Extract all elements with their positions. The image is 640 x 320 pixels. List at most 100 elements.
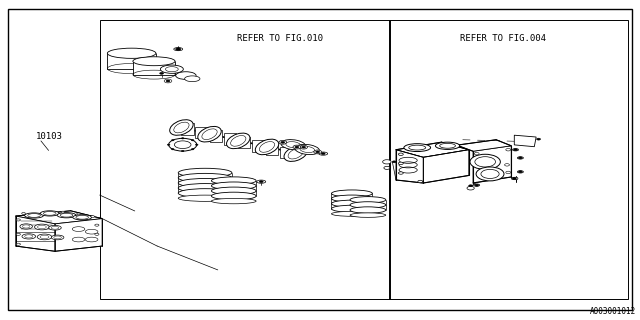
Circle shape (301, 146, 305, 148)
Ellipse shape (57, 212, 76, 218)
Circle shape (181, 150, 184, 152)
Polygon shape (223, 133, 236, 145)
Circle shape (16, 243, 20, 245)
Circle shape (95, 233, 99, 235)
Ellipse shape (435, 142, 460, 149)
Ellipse shape (37, 234, 52, 240)
Circle shape (513, 149, 517, 151)
Circle shape (314, 150, 321, 154)
Circle shape (537, 138, 541, 140)
Circle shape (300, 145, 307, 149)
Circle shape (195, 144, 198, 145)
Ellipse shape (108, 48, 156, 58)
Ellipse shape (73, 215, 92, 220)
Ellipse shape (211, 198, 256, 204)
Bar (389, 20, 628, 299)
Polygon shape (237, 137, 250, 148)
Circle shape (506, 171, 511, 174)
Ellipse shape (211, 182, 256, 190)
Circle shape (293, 145, 301, 149)
Circle shape (16, 233, 20, 235)
Ellipse shape (284, 146, 307, 161)
Polygon shape (423, 150, 468, 183)
Polygon shape (55, 219, 102, 251)
Circle shape (475, 184, 479, 186)
Circle shape (191, 148, 194, 150)
Circle shape (166, 80, 170, 82)
Ellipse shape (24, 213, 44, 218)
Text: REFER TO FIG.004: REFER TO FIG.004 (461, 34, 547, 43)
Circle shape (295, 146, 299, 148)
Ellipse shape (169, 138, 196, 151)
Polygon shape (473, 146, 511, 183)
Ellipse shape (133, 57, 175, 66)
Polygon shape (252, 140, 264, 152)
Circle shape (191, 140, 194, 141)
Circle shape (474, 152, 479, 155)
Ellipse shape (227, 133, 250, 149)
Circle shape (61, 211, 65, 213)
Ellipse shape (332, 190, 372, 197)
Circle shape (392, 161, 396, 163)
Ellipse shape (350, 207, 386, 213)
Ellipse shape (184, 76, 200, 82)
Ellipse shape (161, 65, 183, 73)
Ellipse shape (350, 197, 386, 203)
Circle shape (168, 144, 170, 145)
Ellipse shape (470, 154, 500, 169)
Ellipse shape (211, 192, 256, 200)
Circle shape (513, 178, 516, 180)
Circle shape (181, 138, 184, 139)
Polygon shape (133, 61, 175, 75)
Circle shape (506, 148, 511, 151)
Polygon shape (396, 142, 468, 157)
Ellipse shape (211, 177, 256, 185)
Circle shape (175, 48, 180, 50)
Circle shape (504, 164, 509, 166)
Ellipse shape (332, 200, 372, 207)
Polygon shape (108, 53, 156, 68)
Circle shape (172, 148, 174, 150)
Ellipse shape (332, 205, 372, 212)
Ellipse shape (281, 140, 305, 150)
Polygon shape (396, 150, 423, 183)
Ellipse shape (295, 144, 319, 155)
Circle shape (16, 219, 20, 221)
Circle shape (172, 140, 174, 141)
Ellipse shape (175, 72, 196, 79)
Ellipse shape (178, 168, 232, 177)
Ellipse shape (20, 224, 33, 229)
Polygon shape (515, 135, 536, 147)
Ellipse shape (51, 235, 64, 240)
Ellipse shape (40, 211, 59, 216)
Circle shape (418, 180, 422, 183)
Circle shape (518, 157, 522, 159)
Bar (100, 20, 390, 299)
Text: 10103: 10103 (36, 132, 63, 141)
Circle shape (467, 186, 474, 190)
Ellipse shape (49, 225, 61, 230)
Circle shape (399, 172, 403, 174)
Polygon shape (181, 123, 194, 134)
Ellipse shape (332, 195, 372, 202)
Polygon shape (266, 144, 278, 155)
Circle shape (468, 185, 472, 187)
Text: REFER TO FIG.010: REFER TO FIG.010 (237, 34, 323, 43)
Circle shape (399, 153, 403, 156)
Ellipse shape (178, 184, 232, 193)
Polygon shape (16, 211, 102, 224)
Circle shape (281, 141, 285, 143)
Circle shape (399, 162, 403, 164)
Polygon shape (195, 126, 208, 138)
Circle shape (160, 72, 164, 74)
Circle shape (384, 166, 390, 169)
Ellipse shape (211, 187, 256, 195)
Circle shape (321, 153, 325, 155)
Ellipse shape (198, 126, 221, 142)
Circle shape (77, 213, 81, 215)
Ellipse shape (350, 213, 386, 217)
Polygon shape (16, 216, 55, 251)
Circle shape (22, 212, 26, 214)
Ellipse shape (404, 144, 431, 152)
Ellipse shape (35, 224, 49, 230)
